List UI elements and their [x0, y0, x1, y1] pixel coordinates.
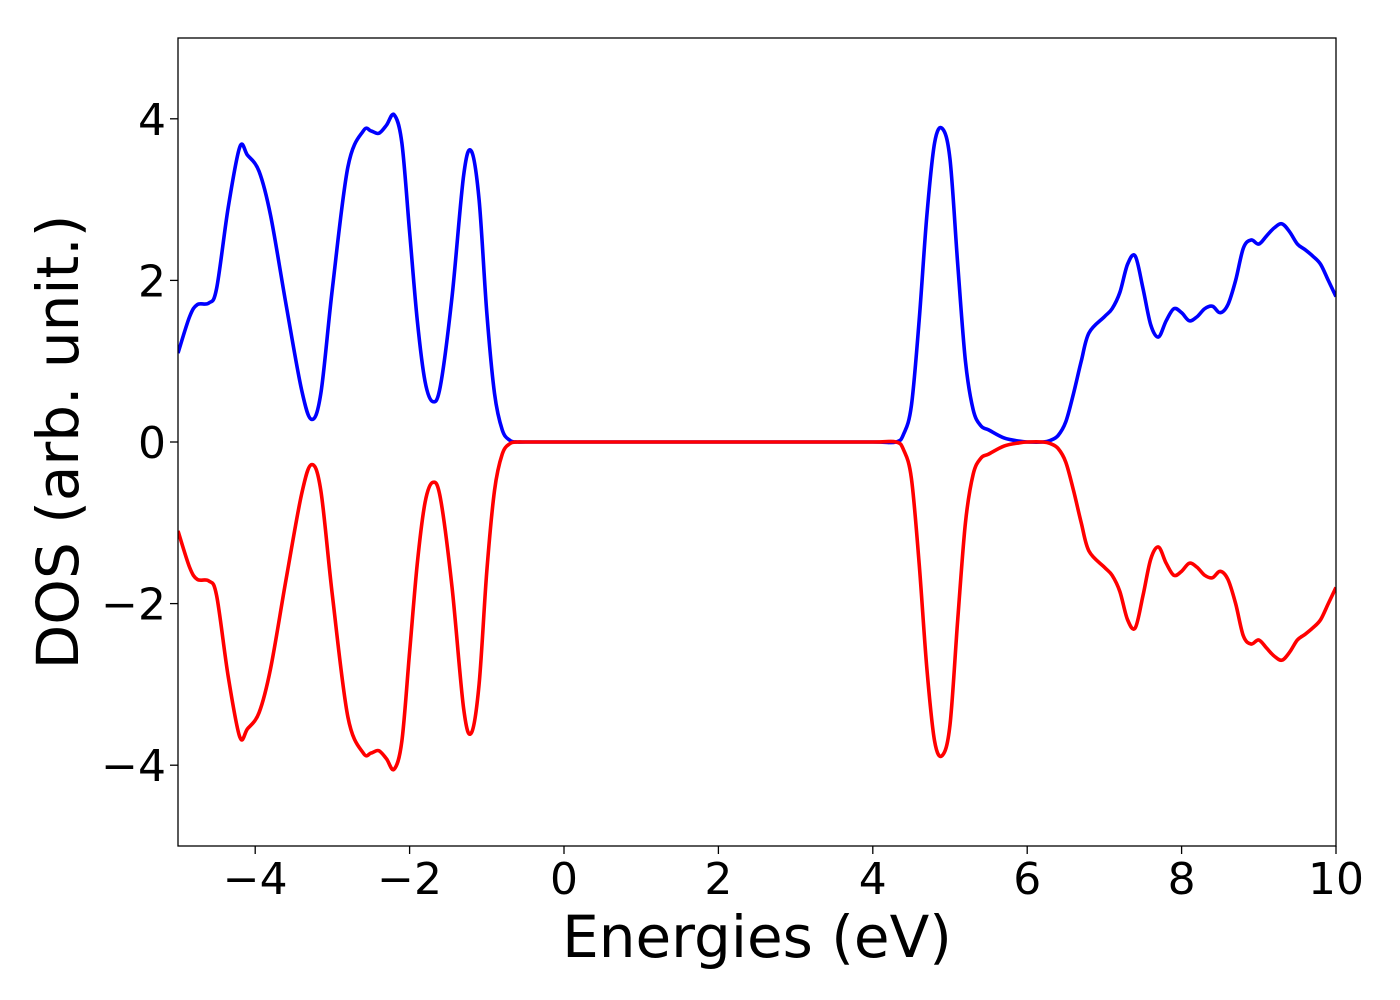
y-tick-label: 2: [138, 256, 166, 307]
y-tick-label: 0: [138, 418, 166, 469]
y-axis-label: DOS (arb. unit.): [24, 215, 92, 670]
x-tick-label: 8: [1168, 854, 1196, 905]
x-tick-label: 6: [1013, 854, 1041, 905]
x-tick-label: 10: [1308, 854, 1364, 905]
y-tick-label: −4: [101, 741, 166, 792]
series-line-1: [178, 112, 1336, 445]
ticks-layer: −4 −2 0 2 4 6 8 10 −4 −2 0 2 4: [101, 95, 1364, 905]
x-tick-label: 0: [550, 854, 578, 905]
x-tick-label: 2: [704, 854, 732, 905]
series-layer: [178, 112, 1336, 772]
x-axis-label: Energies (eV): [562, 903, 952, 971]
series-line-2: [178, 439, 1336, 772]
x-tick-label: −2: [377, 854, 442, 905]
x-tick-label: −4: [223, 854, 288, 905]
y-tick-label: −2: [101, 580, 166, 631]
y-tick-label: 4: [138, 95, 166, 146]
x-tick-label: 4: [859, 854, 887, 905]
